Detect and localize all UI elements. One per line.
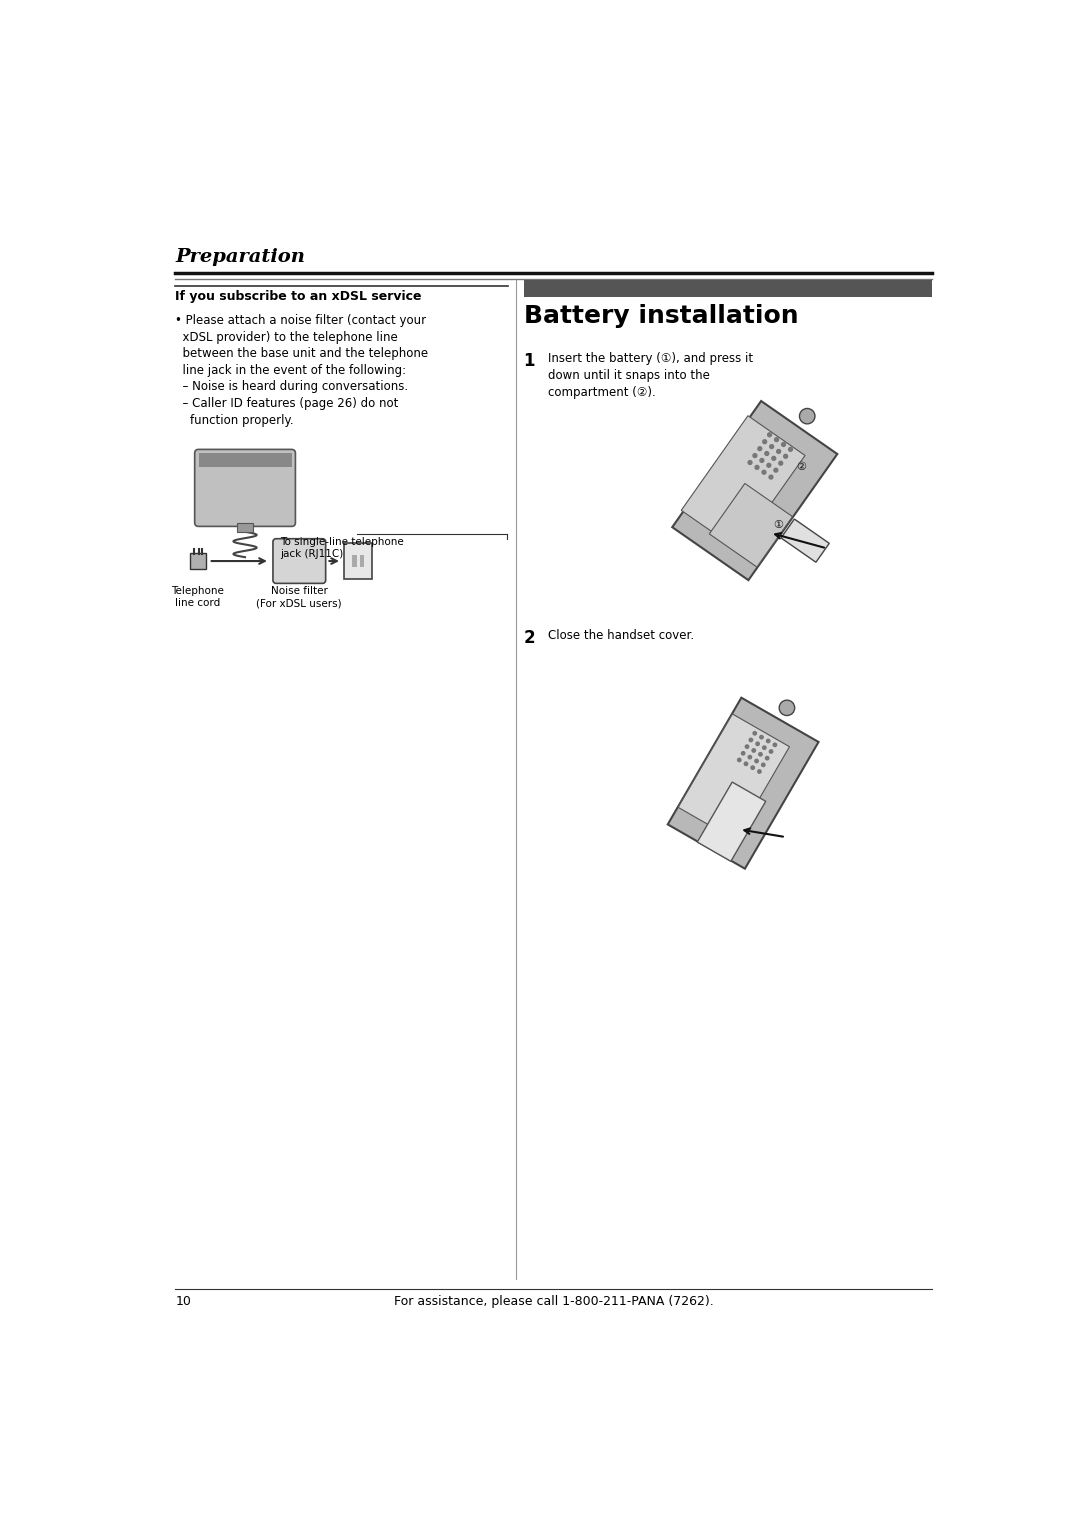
Circle shape [760, 735, 764, 740]
Circle shape [760, 458, 764, 463]
Circle shape [748, 460, 752, 465]
FancyBboxPatch shape [345, 544, 373, 579]
Circle shape [753, 732, 756, 735]
Circle shape [788, 448, 793, 451]
Circle shape [774, 437, 779, 442]
Text: function properly.: function properly. [175, 414, 294, 426]
Circle shape [750, 738, 753, 741]
Text: For assistance, please call 1-800-211-PANA (7262).: For assistance, please call 1-800-211-PA… [393, 1296, 714, 1308]
Text: between the base unit and the telephone: between the base unit and the telephone [175, 347, 429, 361]
Circle shape [772, 457, 775, 460]
Polygon shape [672, 400, 837, 581]
Circle shape [768, 432, 771, 437]
Text: Insert the battery (①), and press it
down until it snaps into the
compartment (②: Insert the battery (①), and press it dow… [549, 351, 754, 399]
Circle shape [777, 449, 781, 454]
Polygon shape [681, 416, 805, 550]
Circle shape [779, 461, 783, 465]
Text: ②: ② [796, 463, 807, 472]
FancyBboxPatch shape [190, 553, 205, 568]
Circle shape [753, 454, 757, 457]
Circle shape [773, 743, 777, 747]
Bar [352, 555, 356, 567]
Text: – Caller ID features (page 26) do not: – Caller ID features (page 26) do not [175, 397, 399, 410]
Bar [199, 454, 292, 468]
Bar [524, 280, 932, 296]
Bar [360, 555, 364, 567]
Circle shape [784, 454, 787, 458]
Text: xDSL provider) to the telephone line: xDSL provider) to the telephone line [175, 332, 399, 344]
Circle shape [769, 750, 773, 753]
Polygon shape [781, 520, 829, 562]
Circle shape [762, 746, 766, 749]
Circle shape [770, 445, 773, 449]
Circle shape [745, 746, 748, 749]
Text: – Noise is heard during conversations.: – Noise is heard during conversations. [175, 380, 408, 394]
Bar [238, 523, 253, 532]
Polygon shape [698, 782, 766, 862]
Text: 1: 1 [524, 351, 535, 370]
Circle shape [761, 762, 765, 767]
Circle shape [762, 471, 766, 474]
Circle shape [766, 756, 769, 759]
Text: Noise filter
(For xDSL users): Noise filter (For xDSL users) [256, 587, 342, 608]
Circle shape [769, 475, 773, 480]
Circle shape [748, 755, 752, 759]
Polygon shape [667, 698, 819, 869]
Text: Battery installation: Battery installation [524, 304, 798, 329]
Circle shape [742, 752, 745, 755]
Polygon shape [710, 483, 793, 567]
Circle shape [779, 700, 795, 715]
Text: Close the handset cover.: Close the handset cover. [549, 630, 694, 642]
Circle shape [799, 408, 815, 423]
Circle shape [759, 753, 762, 756]
Text: If you subscribe to an xDSL service: If you subscribe to an xDSL service [175, 290, 422, 303]
Circle shape [762, 440, 767, 443]
FancyBboxPatch shape [273, 539, 326, 584]
Polygon shape [678, 714, 789, 840]
Circle shape [765, 452, 769, 455]
Circle shape [755, 759, 758, 762]
Circle shape [738, 758, 741, 761]
Circle shape [767, 740, 770, 743]
Text: ①: ① [773, 520, 783, 530]
Text: • Please attach a noise filter (contact your: • Please attach a noise filter (contact … [175, 315, 427, 327]
Circle shape [767, 463, 771, 468]
Circle shape [782, 443, 785, 446]
Text: line jack in the event of the following:: line jack in the event of the following: [175, 364, 406, 377]
Text: 2: 2 [524, 630, 536, 648]
Text: Preparation: Preparation [175, 248, 306, 266]
FancyBboxPatch shape [194, 449, 296, 526]
Circle shape [758, 446, 761, 451]
Text: To single-line telephone
jack (RJ11C): To single-line telephone jack (RJ11C) [280, 538, 404, 559]
Text: 10: 10 [175, 1296, 191, 1308]
Text: Telephone
line cord: Telephone line cord [172, 587, 225, 608]
Circle shape [755, 466, 759, 469]
Circle shape [774, 468, 778, 472]
Circle shape [744, 762, 747, 766]
Circle shape [752, 749, 755, 752]
Circle shape [756, 743, 759, 746]
Circle shape [758, 770, 761, 773]
Circle shape [751, 766, 755, 769]
